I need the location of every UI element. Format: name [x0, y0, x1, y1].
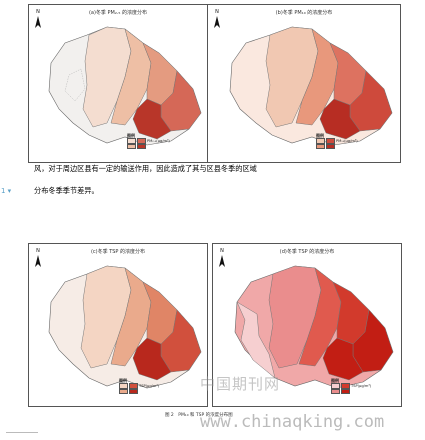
district-map [229, 26, 393, 146]
paragraph-marker: 1 ▾ [1, 187, 12, 195]
legend-title: 图例 [316, 133, 324, 138]
legend-title: 图例 [331, 378, 339, 383]
map-panel-b: (b)冬季 PM₁₀ 的浓度分布 N 图例 PM₁₀(μg/m³) [207, 4, 401, 163]
legend-label: TSP(μg/m³) [351, 383, 372, 388]
panel-title: (c)冬季 TSP 的浓度分布 [90, 249, 146, 255]
divider [6, 432, 38, 433]
north-label: N [215, 9, 219, 15]
figure-caption: 图 2 PM₁₀ 和 TSP 的浓度分布图 [165, 413, 233, 418]
map-panel-c: (c)冬季 TSP 的浓度分布 N 图例 TSP(μg/m³) [28, 243, 208, 407]
north-arrow-icon: N [33, 248, 43, 267]
district-map [48, 265, 202, 389]
legend-label: TSP(μg/m³) [139, 383, 160, 388]
panel-title: (b)冬季 PM₁₀ 的浓度分布 [275, 10, 333, 16]
legend-label: PM₁₀(μg/m³) [336, 138, 358, 143]
north-arrow-icon: N [217, 248, 227, 267]
legend-title: 图例 [127, 133, 135, 138]
legend-title: 图例 [119, 378, 127, 383]
map-legend: 图例 PM₂.₅(μg/m³) [127, 133, 170, 150]
north-label: N [220, 248, 224, 254]
map-legend: 图例 TSP(μg/m³) [331, 378, 371, 395]
panel-title: (a)冬季 PM₂.₅ 的浓度分布 [88, 10, 148, 16]
panel-title: (d)冬季 TSP 的浓度分布 [279, 249, 335, 255]
north-label: N [36, 248, 40, 254]
map-panel-d: (d)冬季 TSP 的浓度分布 N 图例 TSP(μg/m³) [212, 243, 402, 407]
north-arrow-icon: N [33, 9, 43, 28]
north-label: N [36, 9, 40, 15]
district-map [234, 265, 394, 389]
watermark-logo-text: 中国期刊网 [200, 375, 281, 393]
map-legend: 图例 PM₁₀(μg/m³) [316, 133, 358, 150]
watermark-url: www.chinaqking.com [200, 412, 385, 432]
district-map [48, 26, 202, 146]
body-text-line: 风，对于周边区县有一定的输送作用，因此造成了其与区县冬季的区域 [34, 164, 257, 173]
legend-label: PM₂.₅(μg/m³) [147, 138, 170, 143]
body-text-line: 分布冬季季节差异。 [34, 186, 99, 195]
map-legend: 图例 TSP(μg/m³) [119, 378, 159, 395]
map-panel-a: (a)冬季 PM₂.₅ 的浓度分布 N 图例 PM₂.₅(μg/m³) [28, 4, 208, 163]
north-arrow-icon: N [212, 9, 222, 28]
